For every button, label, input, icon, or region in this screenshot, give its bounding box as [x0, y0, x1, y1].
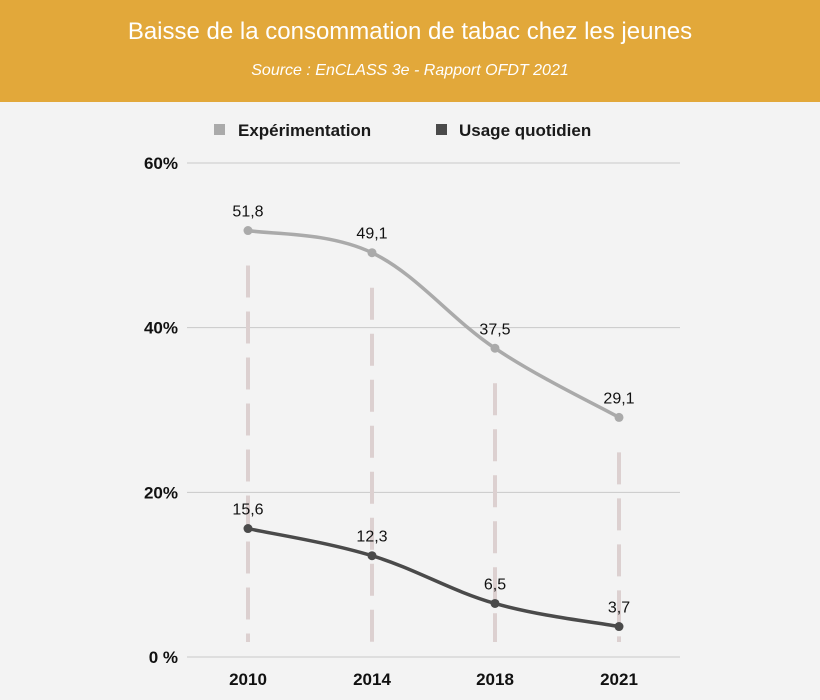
data-label-s1-2018: 37,5: [479, 321, 510, 338]
legend-label-1: Expérimentation: [238, 121, 371, 140]
data-point-s1-2014: [367, 248, 377, 258]
x-tick-label-2021: 2021: [600, 670, 638, 689]
legend-label-2: Usage quotidien: [459, 121, 591, 140]
y-tick-label-40: 40%: [144, 319, 178, 338]
data-label-s2-2014: 12,3: [356, 529, 387, 546]
data-label-s1-2014: 49,1: [356, 226, 387, 243]
chart-title: Baisse de la consommation de tabac chez …: [127, 18, 693, 45]
data-label-s1-2021: 29,1: [603, 390, 634, 407]
data-point-s2-2018: [490, 598, 500, 608]
data-point-s2-2021: [614, 622, 624, 632]
data-label-s1-2010: 51,8: [232, 204, 263, 221]
data-label-s2-2021: 3,7: [608, 600, 630, 617]
data-point-s2-2014: [367, 551, 377, 561]
data-point-s2-2010: [243, 524, 253, 534]
x-tick-label-2018: 2018: [476, 670, 514, 689]
y-tick-label-60: 60%: [144, 154, 178, 173]
x-tick-label-2010: 2010: [229, 670, 267, 689]
legend-swatch-1: [214, 124, 225, 135]
data-point-s1-2010: [243, 226, 253, 236]
series-line-1: [247, 228, 620, 419]
legend-swatch-2: [436, 124, 447, 135]
chart-source: Source : EnCLASS 3e - Rapport OFDT 2021: [251, 62, 569, 79]
chart-header: Baisse de la consommation de tabac chez …: [0, 0, 820, 102]
x-tick-label-2014: 2014: [353, 670, 391, 689]
y-tick-label-0: 0 %: [149, 648, 178, 667]
data-label-s2-2018: 6,5: [484, 576, 506, 593]
data-label-s2-2010: 15,6: [232, 502, 263, 519]
data-point-s1-2021: [614, 412, 624, 422]
y-tick-label-20: 20%: [144, 483, 178, 502]
series-line-2: [247, 526, 620, 629]
data-point-s1-2018: [490, 343, 500, 353]
